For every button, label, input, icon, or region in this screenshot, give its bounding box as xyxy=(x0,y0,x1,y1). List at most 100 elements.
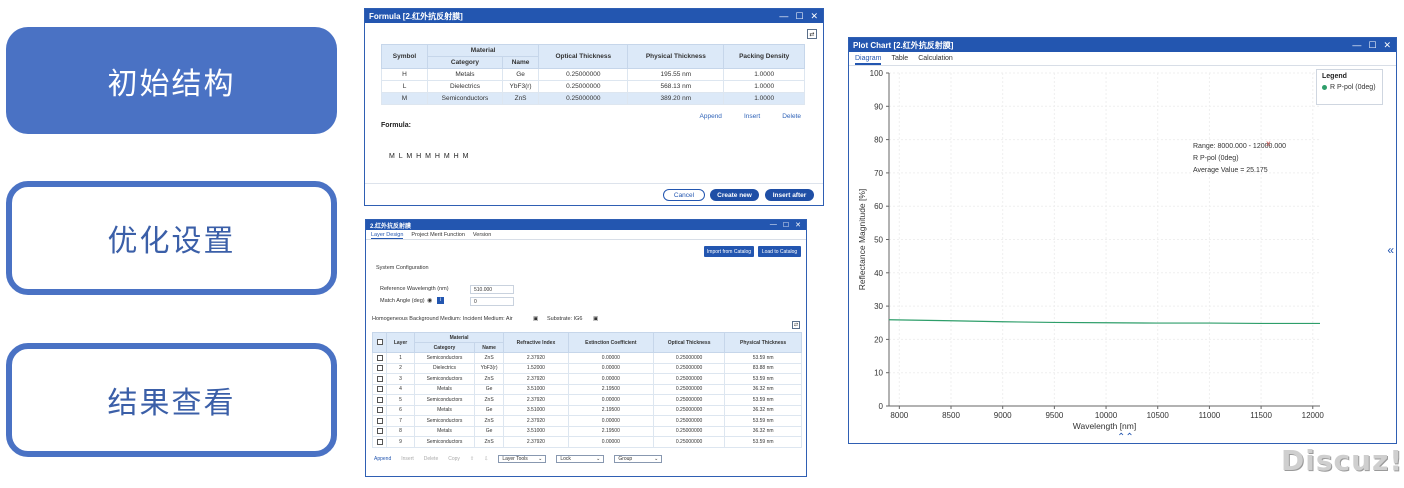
maximize-icon[interactable]: ☐ xyxy=(1368,39,1377,50)
group-dropdown[interactable]: Group ⌄ xyxy=(614,455,663,463)
insert-after-button[interactable]: Insert after xyxy=(765,189,814,201)
nav-results-view-button[interactable]: 结果查看 xyxy=(6,343,337,457)
insert-button[interactable]: Insert xyxy=(401,456,414,462)
watermark-logo: Discuz! xyxy=(1281,444,1404,477)
annotation-line: Range: 8000.000 - 12000.000 xyxy=(1193,143,1286,150)
cell-pt: 36.32 nm xyxy=(724,383,802,395)
lock-dropdown[interactable]: Lock ⌄ xyxy=(556,455,605,463)
background-medium-label: Homogeneous Background Medium: Incident … xyxy=(372,316,513,322)
layer-tools-dropdown[interactable]: Layer Tools ⌄ xyxy=(498,455,547,463)
close-icon[interactable]: ✕ xyxy=(810,10,818,21)
move-down-icon[interactable]: ⇩ xyxy=(484,456,489,462)
table-row[interactable]: L Dielectrics YbF3(r) 0.25000000 568.13 nm 1.… xyxy=(381,80,805,93)
cell-name: Ge xyxy=(473,383,505,395)
col-optical-thickness: Optical Thickness xyxy=(652,332,726,353)
radio-icon[interactable]: ◉ xyxy=(427,298,433,304)
minimize-icon[interactable]: — xyxy=(769,221,777,228)
row-checkbox[interactable] xyxy=(372,373,387,385)
tab-layer-design[interactable]: Layer Design xyxy=(371,232,404,239)
tab-table[interactable]: Table xyxy=(891,55,909,62)
table-row[interactable]: M Semiconductors ZnS 0.25000000 389.20 nm 1.0… xyxy=(381,92,805,105)
move-up-icon[interactable]: ⇧ xyxy=(469,456,475,462)
table-row[interactable]: 8 Metals Ge 3.51000 2.19500 0.25000000 36.32 n… xyxy=(372,425,802,437)
table-row[interactable]: 3 Semiconductors ZnS 2.37920 0.00000 0.250000… xyxy=(372,373,802,385)
export-icon[interactable]: ⇄ xyxy=(792,321,800,329)
insert-link[interactable]: Insert xyxy=(743,113,761,120)
plot-window-title: Plot Chart [2.红外抗反射膜] xyxy=(853,40,954,50)
import-from-catalog-button[interactable]: Import from Catalog xyxy=(704,246,754,257)
table-row[interactable]: 7 Semiconductors ZnS 2.37920 0.00000 0.250000… xyxy=(372,415,802,427)
cell-ot: 0.25000000 xyxy=(652,352,726,364)
export-icon[interactable]: ⇄ xyxy=(807,29,817,39)
ref-wavelength-field[interactable]: 510.000 xyxy=(470,285,514,294)
row-checkbox[interactable] xyxy=(372,425,387,437)
legend-title: Legend xyxy=(1322,73,1347,80)
cell-ot: 0.25000000 xyxy=(652,404,726,416)
table-row[interactable]: 6 Metals Ge 3.51000 2.19500 0.25000000 36.32 n… xyxy=(372,404,802,416)
cell-ot: 0.25000000 xyxy=(652,383,726,395)
create-new-button[interactable]: Create new xyxy=(710,189,759,201)
cell-pt: 36.32 nm xyxy=(724,425,802,437)
col-category: Category xyxy=(427,56,503,69)
close-icon[interactable]: ✕ xyxy=(1383,39,1391,50)
table-row[interactable]: H Metals Ge 0.25000000 195.55 nm 1.0000 xyxy=(381,68,805,81)
layer-window-title: 2.红外抗反射膜 xyxy=(370,223,412,230)
double-chevron-up-icon[interactable]: ⌃⌃ xyxy=(1117,432,1134,443)
tab-project-merit-function[interactable]: Project Merit Function xyxy=(411,232,465,238)
delete-link[interactable]: Delete xyxy=(782,113,801,120)
info-icon[interactable]: i xyxy=(437,297,444,304)
layer-design-window: 2.红外抗反射膜 — ☐ ✕ Layer Design Project Meri… xyxy=(365,219,807,477)
copy-button[interactable]: Copy xyxy=(448,456,460,462)
row-checkbox[interactable] xyxy=(372,383,387,395)
minimize-icon[interactable]: — xyxy=(1352,39,1362,50)
reflectance-chart[interactable]: 0 10 20 30 40 50 60 70 80 90 100 8000 8500 9000 9500 10… xyxy=(849,66,1396,443)
row-checkbox[interactable] xyxy=(372,394,387,406)
load-to-catalog-button[interactable]: Load to Catalog xyxy=(758,246,801,257)
legend-item[interactable]: R P-pol (0deg) xyxy=(1322,84,1377,91)
x-tick-label: 8000 xyxy=(890,411,908,420)
double-chevron-left-icon[interactable]: « xyxy=(1387,243,1394,257)
table-row[interactable]: 9 Semiconductors ZnS 2.37920 0.00000 0.250000… xyxy=(372,436,802,448)
append-link[interactable]: Append xyxy=(699,113,722,120)
col-symbol: Symbol xyxy=(381,44,428,69)
minimize-icon[interactable]: — xyxy=(779,10,789,21)
table-row[interactable]: 4 Metals Ge 3.51000 2.19500 0.25000000 36.32 n… xyxy=(372,383,802,395)
cell-category: Semiconductors xyxy=(414,394,475,406)
cell-packing: 1.0000 xyxy=(723,68,805,81)
cell-name: ZnS xyxy=(473,352,505,364)
append-button[interactable]: Append xyxy=(374,456,392,462)
nav-initial-structure-button[interactable]: 初始结构 xyxy=(6,27,337,134)
cancel-button[interactable]: Cancel xyxy=(663,189,705,201)
match-angle-field[interactable]: 0 xyxy=(470,297,514,306)
tab-diagram[interactable]: Diagram xyxy=(855,55,882,65)
table-row[interactable]: 1 Semiconductors ZnS 2.37920 0.00000 0.250000… xyxy=(372,352,802,364)
maximize-icon[interactable]: ☐ xyxy=(782,222,790,229)
row-checkbox[interactable] xyxy=(372,436,387,448)
tab-version[interactable]: Version xyxy=(472,232,492,238)
cell-physical: 389.20 nm xyxy=(627,92,725,105)
settings-icon[interactable]: ▣ xyxy=(593,316,599,322)
plot-chart-window: Plot Chart [2.红外抗反射膜] — ☐ ✕ Diagram Tabl… xyxy=(848,37,1397,444)
nav-optimization-settings-button[interactable]: 优化设置 xyxy=(6,181,337,295)
x-tick-label: 8500 xyxy=(942,411,960,420)
row-checkbox[interactable] xyxy=(372,362,387,374)
table-row[interactable]: 5 Semiconductors ZnS 2.37920 0.00000 0.250000… xyxy=(372,394,802,406)
select-all-checkbox[interactable] xyxy=(372,332,387,353)
delete-button[interactable]: Delete xyxy=(423,456,439,462)
cell-ri: 2.37920 xyxy=(503,373,569,385)
row-checkbox[interactable] xyxy=(372,404,387,416)
close-icon[interactable]: ✕ xyxy=(795,222,801,229)
cell-pt: 53.59 nm xyxy=(724,436,802,448)
table-row[interactable]: 2 Dielectrics YbF3(r) 1.52000 0.00000 0.25000… xyxy=(372,362,802,374)
row-checkbox[interactable] xyxy=(372,415,387,427)
row-checkbox[interactable] xyxy=(372,352,387,364)
cell-packing: 1.0000 xyxy=(723,92,805,105)
tab-calculation[interactable]: Calculation xyxy=(918,55,953,62)
cell-category: Dielectrics xyxy=(414,362,475,374)
cell-symbol: L xyxy=(381,80,428,93)
settings-icon[interactable]: ▣ xyxy=(533,316,539,322)
col-material: Material xyxy=(413,332,505,343)
y-tick-label: 30 xyxy=(874,302,883,311)
formula-value[interactable]: M L M H M H M H M xyxy=(389,153,470,160)
maximize-icon[interactable]: ☐ xyxy=(795,10,804,21)
